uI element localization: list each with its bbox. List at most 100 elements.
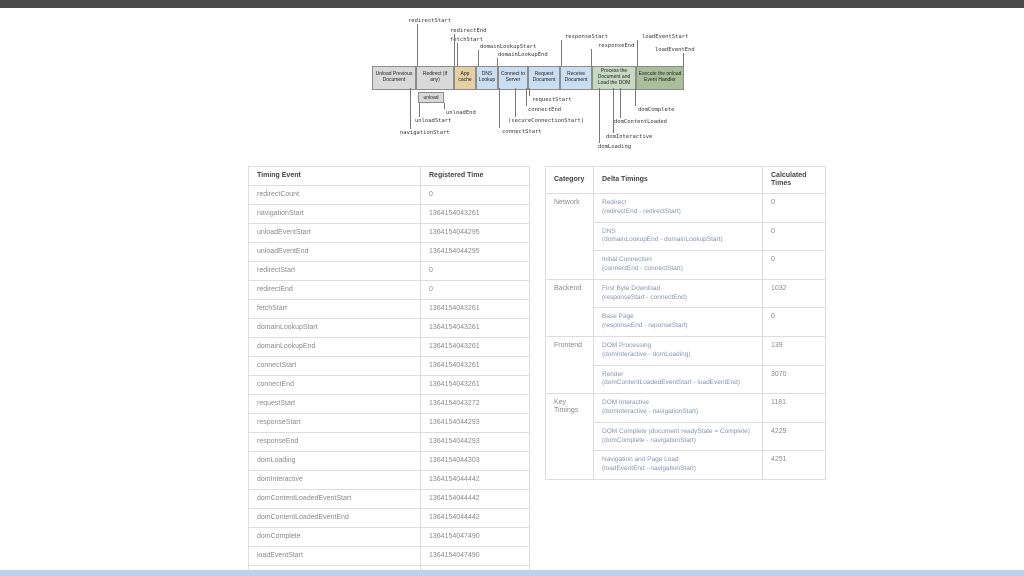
calculated-time-cell: 0 — [762, 193, 826, 223]
timing-callout-label: domLoading — [598, 144, 632, 150]
timing-callout-label: navigationStart — [400, 130, 450, 136]
table-row: domContentLoadedEventEnd 1364154044442 — [248, 508, 530, 528]
timing-callout-label: unloadStart — [415, 118, 452, 124]
delta-formula: (domComplete - navigationStart) — [602, 436, 696, 444]
registered-time-cell: 0 — [420, 280, 530, 300]
registered-time-cell: 1364154043261 — [420, 337, 530, 357]
timing-event-cell: connectStart — [248, 356, 421, 376]
registered-time-cell: 1364154044442 — [420, 489, 530, 509]
table-row: navigationStart 1364154043261 — [248, 204, 530, 224]
timing-event-cell: domContentLoadedEventEnd — [248, 508, 421, 528]
phase-box-process-dom: Process the Document and Load the DOM — [592, 66, 636, 90]
table-row: requestStart 1364154043272 — [248, 394, 530, 414]
registered-time-cell: 1364154044293 — [420, 413, 530, 433]
timing-event-cell: redirectCount — [248, 185, 421, 205]
category-cell: Key Timings — [545, 393, 594, 480]
timing-callout-label: domainLookupEnd — [498, 52, 548, 58]
callout-connector-line — [499, 88, 500, 128]
table-row: domComplete 1364154047490 — [248, 527, 530, 547]
column-header-delta-timings: Delta Timings — [593, 166, 763, 194]
registered-time-cell: 1364154043261 — [420, 299, 530, 319]
phase-box-connect: Connect to Server — [498, 66, 528, 90]
callout-connector-line — [683, 53, 684, 66]
top-toolbar-strip — [0, 0, 1024, 8]
timing-event-cell: domLoading — [248, 451, 421, 471]
delta-name: Navigation and Page Load — [602, 456, 679, 464]
registered-time-cell: 1364154044293 — [420, 432, 530, 452]
column-header-timing-event: Timing Event — [248, 166, 421, 186]
delta-formula: (redirectEnd - redirectStart) — [602, 207, 681, 215]
table-row: responseEnd 1364154044293 — [248, 432, 530, 452]
callout-connector-line — [561, 40, 562, 66]
registered-time-cell: 1364154047490 — [420, 546, 530, 566]
phase-box-app-cache: App cache — [454, 66, 476, 90]
calculated-time-cell: 1032 — [762, 278, 826, 309]
registered-time-cell: 1364154044295 — [420, 242, 530, 262]
category-cell: Network — [545, 193, 594, 280]
callout-connector-line — [419, 103, 420, 117]
phase-box-onload: Execute the onload Event Handler — [636, 66, 684, 90]
table-row: redirectEnd 0 — [248, 280, 530, 300]
registered-time-cell: 0 — [420, 261, 530, 281]
table-header-row: Category Delta Timings Calculated Times — [545, 166, 826, 194]
footer-bar — [0, 570, 1024, 576]
delta-formula: (domContentLoadedEventStart - loadEventE… — [602, 379, 741, 387]
registered-time-cell: 1364154044442 — [420, 508, 530, 528]
timing-event-cell: domContentLoadedEventStart — [248, 489, 421, 509]
table-row: unloadEventEnd 1364154044295 — [248, 242, 530, 262]
registered-time-cell: 1364154044303 — [420, 451, 530, 471]
delta-formula: (domInteractive - navigationStart) — [602, 407, 699, 415]
timing-event-cell: domainLookupEnd — [248, 337, 421, 357]
table-row: domainLookupStart 1364154043261 — [248, 318, 530, 338]
timing-callout-label: domInteractive — [606, 134, 653, 140]
phase-box-dns-lookup: DNS Lookup — [476, 66, 498, 90]
timing-event-cell: redirectStart — [248, 261, 421, 281]
calculated-time-cell: 4251 — [762, 450, 826, 480]
timing-event-cell: requestStart — [248, 394, 421, 414]
delta-name: DOM Interactive — [602, 399, 649, 407]
table-row: domainLookupEnd 1364154043261 — [248, 337, 530, 357]
delta-formula: (connectEnd - connectStart) — [602, 264, 683, 272]
timing-callout-label: domComplete — [638, 107, 675, 113]
delta-timing-cell: First Byte Download (responseStart - con… — [593, 278, 763, 309]
table-row: loadEventStart 1364154047490 — [248, 546, 530, 566]
registered-time-cell: 1364154044442 — [420, 470, 530, 490]
table-row: domContentLoadedEventStart 1364154044442 — [248, 489, 530, 509]
timing-callout-label: connectEnd — [528, 107, 562, 113]
column-header-registered-time: Registered Time — [420, 166, 530, 186]
callout-connector-line — [497, 58, 498, 66]
delta-timing-cell: Initial Connection (connectEnd - connect… — [593, 250, 763, 280]
delta-formula: (responseStart - connectEnd) — [602, 293, 687, 301]
table-row: Network Redirect (redirectEnd - redirect… — [545, 193, 826, 280]
table-row: redirectCount 0 — [248, 185, 530, 205]
timing-callout-label: domContentLoaded — [614, 119, 667, 125]
delta-name: DNS — [602, 227, 616, 235]
registered-time-cell: 1364154043261 — [420, 356, 530, 376]
delta-name: Render — [602, 370, 624, 378]
timing-events-table: Timing Event Registered Time redirectCou… — [248, 166, 530, 576]
timing-event-cell: responseEnd — [248, 432, 421, 452]
phase-box-receive: Receive Document — [560, 66, 592, 90]
callout-connector-line — [529, 88, 530, 96]
delta-name: DOM Processing — [602, 341, 652, 349]
phase-row: Unload Previous Document Redirect (if an… — [370, 66, 710, 90]
timing-event-cell: domInteractive — [248, 470, 421, 490]
column-header-calculated-times: Calculated Times — [762, 166, 826, 194]
calculated-time-cell: 0 — [762, 221, 826, 252]
calculated-timings-table: Category Delta Timings Calculated Times … — [545, 166, 826, 480]
callout-connector-line — [620, 88, 621, 118]
table-row: DOM Complete (document readyState = Comp… — [546, 421, 826, 452]
table-row: Initial Connection (connectEnd - connect… — [546, 250, 826, 280]
registered-time-cell: 1364154043272 — [420, 394, 530, 414]
calculated-time-cell: 0 — [762, 307, 826, 337]
timing-event-cell: fetchStart — [248, 299, 421, 319]
table-row: unloadEventStart 1364154044295 — [248, 223, 530, 243]
calculated-time-cell: 4229 — [762, 421, 826, 452]
delta-formula: (domainLookupEnd - domainLookupStart) — [602, 236, 723, 244]
column-header-category: Category — [545, 166, 594, 194]
callout-connector-line — [599, 88, 600, 143]
delta-timing-cell: DNS (domainLookupEnd - domainLookupStart… — [593, 221, 763, 252]
callout-connector-line — [635, 88, 636, 106]
delta-timing-cell: DOM Processing (domInteractive - domLoad… — [593, 335, 763, 366]
